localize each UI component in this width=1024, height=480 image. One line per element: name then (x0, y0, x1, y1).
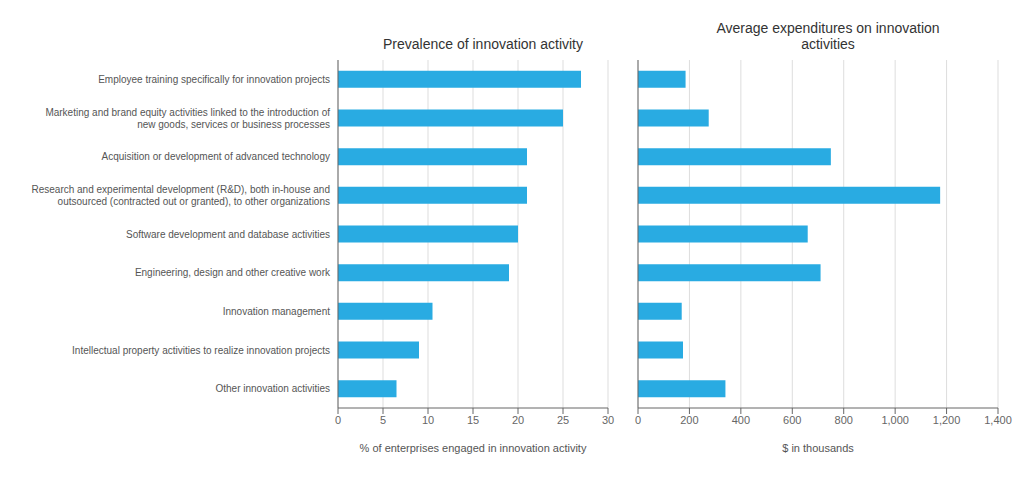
svg-text:200: 200 (680, 414, 698, 426)
svg-text:1,400: 1,400 (984, 414, 1012, 426)
html-text:Prevalence of innovation activ: Prevalence of innovation activity (383, 36, 583, 52)
svg-text:0: 0 (335, 414, 341, 426)
svg-text:Acquisition or development of: Acquisition or development of advanced t… (102, 151, 330, 162)
svg-text:Engineering, design and other: Engineering, design and other creative w… (135, 267, 331, 278)
svg-text:20: 20 (512, 414, 524, 426)
svg-text:Employee training specifically: Employee training specifically for innov… (98, 74, 330, 85)
svg-text:25: 25 (557, 414, 569, 426)
svg-text:$ in thousands: $ in thousands (782, 442, 854, 454)
svg-text:Marketing and brand equity act: Marketing and brand equity activities li… (45, 107, 330, 130)
svg-text:400: 400 (732, 414, 750, 426)
svg-text:0: 0 (635, 414, 641, 426)
svg-text:10: 10 (422, 414, 434, 426)
svg-text:5: 5 (380, 414, 386, 426)
svg-text:Innovation management: Innovation management (223, 306, 331, 317)
svg-text:Other innovation activities: Other innovation activities (215, 383, 330, 394)
svg-text:30: 30 (602, 414, 614, 426)
svg-text:1,000: 1,000 (881, 414, 909, 426)
svg-text:15: 15 (467, 414, 479, 426)
svg-text:1,200: 1,200 (933, 414, 961, 426)
svg-text:Software development and datab: Software development and database activi… (126, 229, 330, 240)
html-text:Average expenditures on innova: Average expenditures on innovation activ… (716, 20, 940, 52)
svg-text:600: 600 (783, 414, 801, 426)
svg-text:Research and experimental deve: Research and experimental development (R… (31, 184, 330, 207)
svg-text:Intellectual property activiti: Intellectual property activities to real… (72, 345, 330, 356)
svg-text:% of enterprises engaged in in: % of enterprises engaged in innovation a… (360, 442, 587, 454)
svg-text:800: 800 (835, 414, 853, 426)
